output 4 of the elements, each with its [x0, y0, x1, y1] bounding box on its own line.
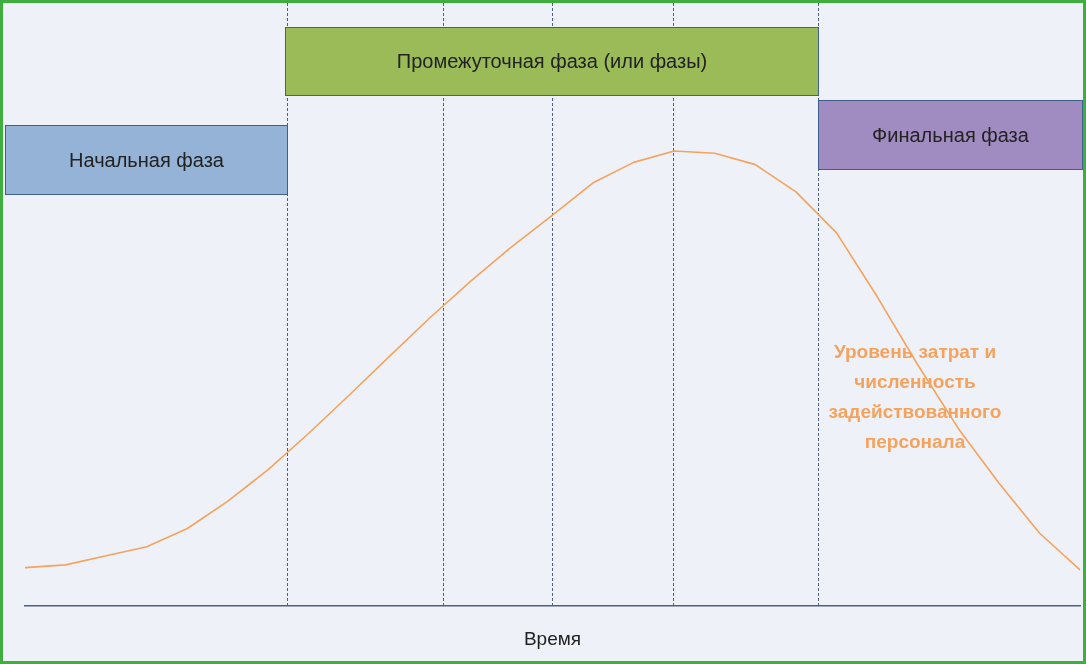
x-axis-title: Время: [523, 627, 582, 649]
phase-box: Финальная фаза: [818, 100, 1083, 170]
phase-box: Промежуточная фаза (или фазы): [285, 27, 819, 96]
phase-box: Начальная фаза: [5, 125, 288, 195]
